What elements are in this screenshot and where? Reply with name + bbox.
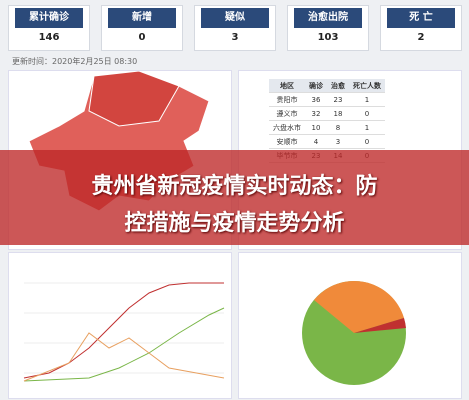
table-row: 安顺市 4 3 0 [269,134,385,149]
table-header: 地区 [269,79,305,93]
table-cell: 六盘水市 [269,120,305,135]
stat-card: 疑似 3 [194,5,276,51]
line [23,332,225,382]
update-time: 更新时间：2020年2月25日 08:30 [12,57,138,66]
table-cell: 安顺市 [269,134,305,149]
table-cell: 8 [327,120,349,135]
stat-label: 治愈出院 [294,8,362,28]
stat-value: 103 [317,32,339,43]
table-cell: 1 [349,120,385,135]
table-cell: 4 [305,134,327,149]
line [23,282,224,379]
table-cell: 23 [327,92,349,107]
stat-label: 累计确诊 [15,8,83,28]
table-cell: 遵义市 [269,106,305,121]
stat-card: 累计确诊 146 [8,5,90,51]
stat-card: 治愈出院 103 [287,5,369,51]
stat-label: 新增 [108,8,176,28]
stat-value: 146 [38,32,60,43]
pie-slice [354,318,406,333]
pie-chart [302,280,406,385]
table-cell: 0 [349,134,385,149]
headline-line: 控措施与疫情走势分析 [124,211,345,236]
table-cell: 32 [305,106,327,121]
table-row: 六盘水市 10 8 1 [269,120,385,135]
stat-label: 疑似 [201,8,269,28]
stat-card: 死 亡 2 [380,5,462,51]
table-cell: 1 [349,92,385,107]
table-cell: 3 [327,134,349,149]
table-header: 治愈 [327,79,349,93]
table-cell: 18 [327,106,349,121]
table-row: 遵义市 32 18 0 [269,106,385,121]
stat-value: 2 [417,32,425,43]
title-banner: 贵州省新冠疫情实时动态：防 控措施与疫情走势分析 [0,150,469,245]
pie-slice [314,280,404,333]
stat-label: 死 亡 [387,8,455,28]
table-cell: 10 [305,120,327,135]
map-region [88,70,180,127]
stat-value: 0 [138,32,146,43]
stat-value: 3 [231,32,239,43]
stat-card: 新增 0 [101,5,183,51]
table-row: 贵阳市 36 23 1 [269,92,385,107]
table-cell: 0 [349,106,385,121]
line-chart [23,282,225,382]
table-cell: 36 [305,92,327,107]
line-chart-panel [8,252,232,399]
table-header: 确诊 [305,79,327,93]
headline-line: 贵州省新冠疫情实时动态：防 [91,174,378,199]
table-cell: 贵阳市 [269,92,305,107]
table-header: 死亡人数 [349,79,385,93]
pie-chart-panel [238,252,462,399]
